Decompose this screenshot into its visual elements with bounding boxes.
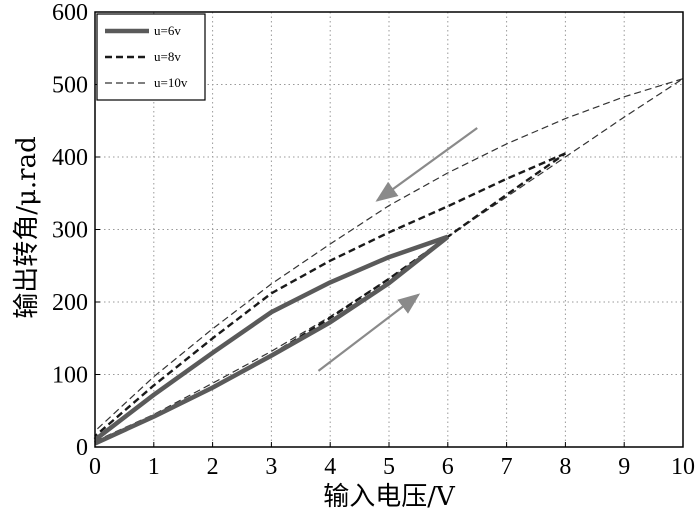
legend-label: u=10v xyxy=(154,75,188,90)
series-u-8v-falling-line xyxy=(94,152,566,438)
x-tick-label: 3 xyxy=(265,454,277,480)
x-axis-title: 输入电压/V xyxy=(323,482,456,512)
direction-arrows xyxy=(317,127,478,372)
y-tick-label: 200 xyxy=(52,290,88,316)
x-tick-label: 10 xyxy=(671,454,695,480)
series-u-6v-falling-line xyxy=(93,234,449,442)
y-tick-label: 100 xyxy=(52,363,88,389)
legend-label: u=6v xyxy=(154,23,181,38)
y-tick-label: 300 xyxy=(52,218,88,244)
series-u-8v-rising-line xyxy=(94,152,567,445)
series-lines xyxy=(93,78,684,446)
y-tick-label: 400 xyxy=(52,145,88,171)
x-tick-label: 0 xyxy=(89,454,101,480)
arrow-up-right xyxy=(317,293,421,372)
y-tick-label: 0 xyxy=(76,435,88,461)
series-u-10v-falling-line xyxy=(94,78,684,432)
series-u-6v-rising-line xyxy=(94,235,450,446)
x-tick-label: 7 xyxy=(501,454,513,480)
y-tick-label: 500 xyxy=(52,73,88,99)
grid xyxy=(95,12,683,447)
y-axis-title: 输出转角/μ.rad xyxy=(12,136,42,319)
x-tick-label: 2 xyxy=(207,454,219,480)
x-tick-label: 8 xyxy=(559,454,571,480)
x-tick-label: 9 xyxy=(618,454,630,480)
x-tick-label: 1 xyxy=(148,454,160,480)
arrow-down-left xyxy=(375,127,478,202)
series-u-10v-rising-line xyxy=(94,78,684,442)
x-tick-label: 4 xyxy=(324,454,336,480)
legend: u=6v u=8v u=10v xyxy=(96,13,206,101)
legend-label: u=8v xyxy=(154,49,181,64)
legend-box xyxy=(96,13,206,101)
y-tick-label: 600 xyxy=(52,0,88,26)
x-tick-label: 5 xyxy=(383,454,395,480)
x-tick-label: 6 xyxy=(442,454,454,480)
